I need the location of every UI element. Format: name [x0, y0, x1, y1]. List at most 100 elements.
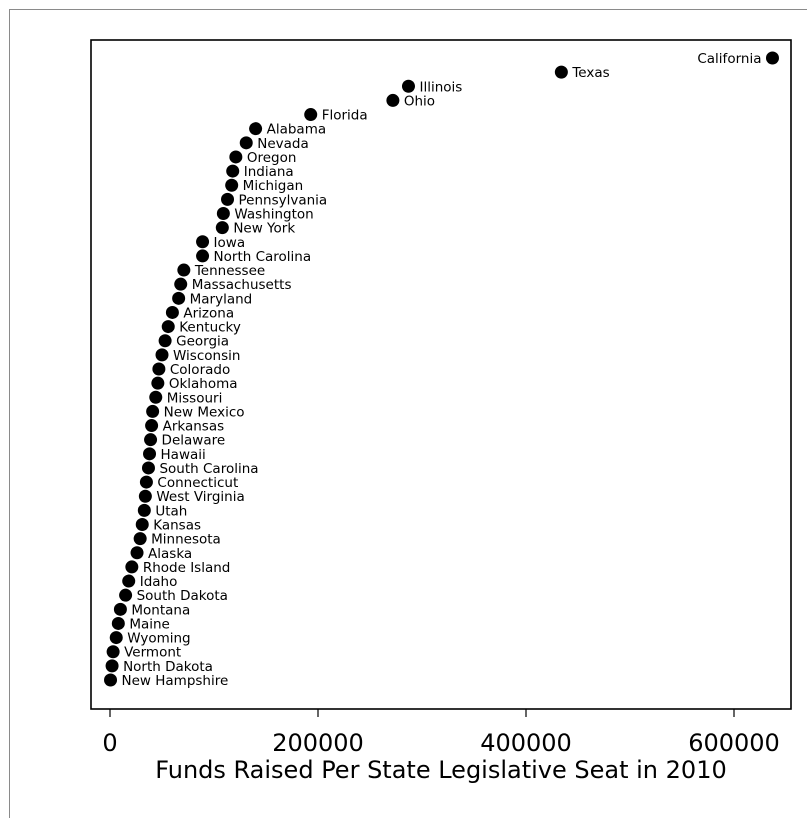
data-point: [135, 518, 149, 531]
point-label: Pennsylvania: [239, 192, 328, 208]
point-label: California: [697, 51, 761, 67]
data-point: [249, 122, 263, 136]
point-label: Ohio: [404, 93, 435, 109]
x-axis: 0 200000 400000 600000: [102, 709, 780, 757]
plot-area: [90, 39, 792, 710]
point-label: Texas: [571, 65, 609, 81]
data-point: [111, 616, 125, 630]
data-point: [133, 532, 147, 546]
point-label: Iowa: [214, 235, 246, 251]
point-label: Colorado: [170, 362, 230, 378]
point-label: North Carolina: [214, 249, 312, 265]
data-point: [215, 221, 229, 235]
point-label: North Dakota: [123, 659, 213, 675]
data-point: [130, 546, 144, 560]
data-point: [106, 645, 120, 659]
point-label: Washington: [234, 207, 313, 223]
data-point: [104, 673, 118, 687]
data-point: [143, 447, 157, 461]
point-label: Idaho: [140, 574, 178, 590]
point-label: Arizona: [183, 305, 234, 321]
data-point: [172, 291, 186, 305]
data-point: [109, 631, 123, 645]
point-label: South Carolina: [159, 461, 258, 477]
point-label: Delaware: [162, 433, 226, 449]
data-point: [139, 475, 153, 489]
data-point: [304, 108, 318, 122]
data-point: [151, 376, 165, 390]
data-point: [221, 192, 235, 206]
point-label: Maine: [129, 616, 170, 632]
point-label: Kentucky: [179, 320, 241, 336]
point-label: Vermont: [124, 645, 181, 661]
point-label: Georgia: [176, 334, 229, 350]
data-point: [386, 93, 400, 107]
figure-frame: [9, 9, 807, 818]
data-point: [152, 362, 166, 376]
x-tick-label: 0: [102, 729, 117, 757]
point-label: Tennessee: [194, 263, 265, 279]
point-label: Montana: [131, 602, 190, 618]
data-point: [226, 164, 240, 178]
data-point: [125, 560, 139, 574]
point-label: Minnesota: [151, 532, 221, 548]
point-label: Wisconsin: [173, 348, 240, 364]
point-label: New York: [233, 221, 295, 237]
point-label: Utah: [155, 503, 187, 519]
point-label: Alabama: [267, 122, 327, 138]
point-label: Nevada: [257, 136, 309, 152]
x-tick-label: 600000: [688, 729, 780, 757]
point-label: Wyoming: [127, 631, 190, 647]
point-label: Arkansas: [163, 419, 225, 435]
data-point: [177, 263, 191, 277]
x-tick-label: 200000: [272, 729, 364, 757]
data-point: [141, 461, 155, 475]
data-point: [122, 574, 136, 588]
data-point: [155, 348, 169, 362]
data-point: [229, 150, 243, 164]
point-label: Indiana: [244, 164, 294, 180]
point-label: Maryland: [190, 291, 253, 307]
point-label: Alaska: [148, 546, 192, 562]
data-point: [196, 249, 210, 263]
point-label: Connecticut: [157, 475, 238, 491]
point-label: Missouri: [167, 390, 223, 406]
data-point: [145, 419, 159, 433]
data-point: [149, 390, 163, 404]
data-point: [216, 207, 230, 220]
point-label: Massachusetts: [192, 277, 292, 293]
point-label: Illinois: [419, 79, 462, 95]
data-point: [146, 404, 160, 418]
data-point: [554, 65, 568, 79]
data-point: [174, 277, 188, 291]
point-label: South Dakota: [137, 588, 228, 604]
data-point: [137, 503, 151, 517]
data-point: [144, 433, 158, 447]
data-point: [161, 320, 175, 334]
point-label: Kansas: [153, 518, 201, 534]
data-point: [158, 334, 172, 348]
data-point: [225, 178, 239, 192]
x-axis-title: Funds Raised Per State Legislative Seat …: [155, 756, 726, 784]
data-point: [105, 659, 119, 673]
data-point: [239, 136, 253, 150]
data-point: [765, 51, 779, 65]
point-label: Rhode Island: [143, 560, 231, 576]
point-label: New Hampshire: [122, 673, 229, 689]
point-label: Oregon: [247, 150, 297, 166]
point-label: Oklahoma: [169, 376, 238, 392]
data-point: [196, 235, 210, 249]
point-label: Florida: [322, 108, 368, 124]
point-label: West Virginia: [156, 489, 244, 505]
point-label: Michigan: [243, 178, 304, 194]
data-point: [113, 602, 127, 616]
data-point: [138, 489, 152, 503]
point-label: Hawaii: [161, 447, 206, 463]
point-label: New Mexico: [164, 404, 245, 420]
data-point: [165, 305, 179, 319]
data-point: [401, 79, 415, 93]
data-point: [119, 588, 133, 602]
x-tick-label: 400000: [480, 729, 572, 757]
